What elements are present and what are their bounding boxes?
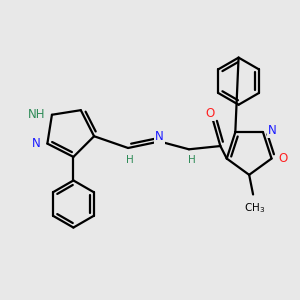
Text: NH: NH — [28, 108, 45, 121]
Text: CH$_3$: CH$_3$ — [244, 201, 265, 215]
Text: N: N — [268, 124, 277, 137]
Text: N: N — [32, 137, 41, 150]
Text: H: H — [125, 155, 133, 165]
Text: H: H — [188, 155, 196, 165]
Text: O: O — [205, 107, 214, 120]
Text: O: O — [278, 152, 287, 165]
Text: N: N — [155, 130, 164, 143]
